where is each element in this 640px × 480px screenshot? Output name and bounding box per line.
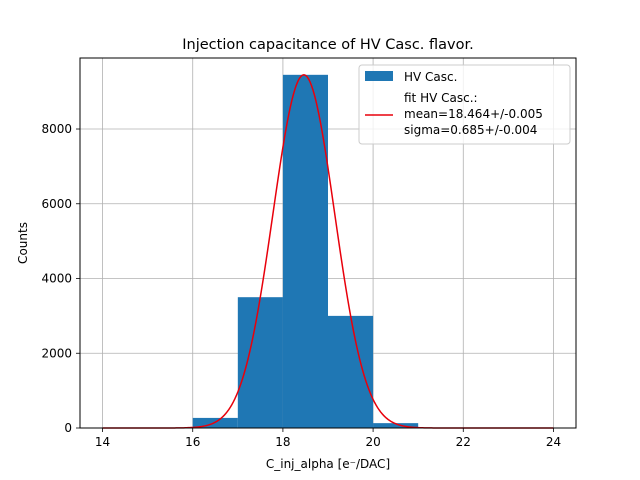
y-tick-label: 4000 [41,272,72,286]
x-tick-label: 18 [275,435,290,449]
x-tick-label: 24 [546,435,561,449]
bars-layer [192,74,419,429]
legend-fit-label-line-1: fit HV Casc.: [404,91,478,105]
x-tick-label: 22 [456,435,471,449]
histogram-bar [373,423,419,428]
x-tick-label: 14 [95,435,110,449]
x-axis-ticks: 14 16 18 20 22 24 [95,428,561,449]
x-axis-label: C_inj_alpha [e⁻/DAC] [266,457,390,471]
histogram-bar [328,315,374,428]
legend-box [358,64,571,145]
x-tick-label: 16 [185,435,200,449]
y-tick-label: 6000 [41,197,72,211]
legend-fit-label-line-3: sigma=0.685+/-0.004 [404,123,537,137]
y-tick-label: 8000 [41,122,72,136]
y-tick-label: 0 [64,421,72,435]
y-tick-label: 2000 [41,346,72,360]
histogram-bar [237,297,283,428]
legend-histogram-swatch [365,71,393,81]
y-axis-label: Counts [16,222,30,264]
legend-histogram-label: HV Casc. [404,70,457,84]
legend-fit-label-line-2: mean=18.464+/-0.005 [404,107,543,121]
y-axis-ticks: 0 2000 4000 6000 8000 [41,122,80,435]
plot-frame [79,57,577,429]
histogram-bar [282,74,328,429]
chart-title: Injection capacitance of HV Casc. flavor… [182,37,473,53]
legend: HV Casc. fit HV Casc.: mean=18.464+/-0.0… [358,64,571,145]
x-tick-label: 20 [365,435,380,449]
